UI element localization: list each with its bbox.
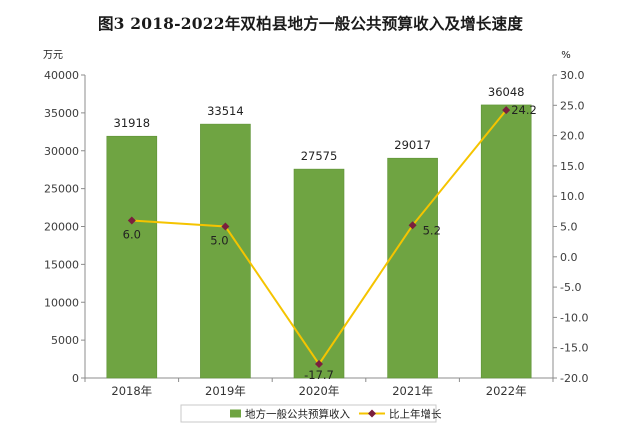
line-data-label: 5.2 [423, 223, 441, 237]
y2-axis-unit: % [561, 50, 571, 61]
line-point [315, 360, 323, 369]
legend-line-marker [368, 409, 376, 418]
y2-tick-label: 10.0 [560, 190, 585, 203]
y-axis-unit: 万元 [43, 50, 63, 61]
x-tick-label: 2018年 [111, 384, 152, 398]
bar-data-label: 31918 [114, 116, 151, 130]
y-tick-label: 30000 [44, 145, 79, 158]
line-data-label: 5.0 [210, 234, 228, 248]
bar [293, 168, 345, 379]
y2-tick-label: 5.0 [560, 221, 578, 234]
legend: 地方一般公共预算收入 比上年增长 [180, 404, 442, 423]
legend-frame [180, 404, 437, 423]
line-data-labels: 6.0 5.0 -17.7 5.2 24.2 [123, 103, 537, 382]
y2-tick-label: 0.0 [560, 251, 578, 264]
y-tick-label: 20000 [44, 221, 79, 234]
line-point [127, 216, 136, 225]
y-tick-label: 10000 [44, 296, 79, 309]
bar [480, 104, 532, 379]
line-series [127, 106, 511, 369]
legend-bar-label: 地方一般公共预算收入 [245, 408, 350, 421]
chart-title: 图3 2018-2022年双柏县地方一般公共预算收入及增长速度 [97, 14, 524, 33]
right-axis-ticks: -20.0 -15.0 -10.0 -5.0 0.0 5.0 10.0 15.0 20.0 25.… [553, 69, 588, 385]
bar-data-label: 27575 [301, 149, 338, 163]
category-labels: 2018年 2019年 2020年 2021年 2022年 [84, 378, 554, 398]
y2-tick-label: -5.0 [560, 281, 581, 294]
legend-bar-swatch [230, 409, 241, 418]
bar [106, 135, 158, 379]
y-tick-label: 0 [72, 372, 79, 385]
y2-tick-label: -10.0 [560, 311, 588, 324]
line-point [502, 106, 511, 115]
bar [387, 157, 438, 379]
bar-data-label: 29017 [394, 138, 431, 152]
y-tick-label: 25000 [44, 183, 79, 196]
legend-line-label: 比上年增长 [389, 408, 442, 421]
y2-tick-label: 25.0 [560, 99, 585, 112]
bar-data-label: 33514 [207, 104, 244, 118]
y-tick-label: 15000 [44, 258, 79, 271]
line-data-label: -17.7 [304, 368, 334, 382]
y-tick-label: 5000 [51, 334, 79, 347]
y2-tick-label: -15.0 [560, 342, 588, 355]
x-tick-label: 2019年 [205, 384, 246, 398]
line-data-label: 24.2 [511, 103, 537, 117]
line-data-label: 6.0 [123, 227, 141, 241]
line-point [408, 221, 417, 230]
left-axis-ticks: 0 5000 10000 15000 20000 25000 30000 35000 40000 [44, 69, 85, 385]
y2-tick-label: 30.0 [560, 69, 585, 82]
x-tick-label: 2020年 [299, 384, 340, 398]
y-tick-label: 40000 [44, 69, 79, 82]
bar-data-labels: 31918 33514 27575 29017 36048 [114, 85, 525, 163]
y-tick-label: 35000 [44, 107, 79, 120]
x-tick-label: 2022年 [486, 384, 527, 398]
y2-tick-label: 15.0 [560, 160, 585, 173]
x-tick-label: 2021年 [392, 384, 433, 398]
y2-tick-label: 20.0 [560, 130, 585, 143]
bar-data-label: 36048 [488, 85, 525, 99]
line-point [221, 222, 230, 231]
y2-tick-label: -20.0 [560, 372, 588, 385]
bar-series [106, 104, 532, 379]
